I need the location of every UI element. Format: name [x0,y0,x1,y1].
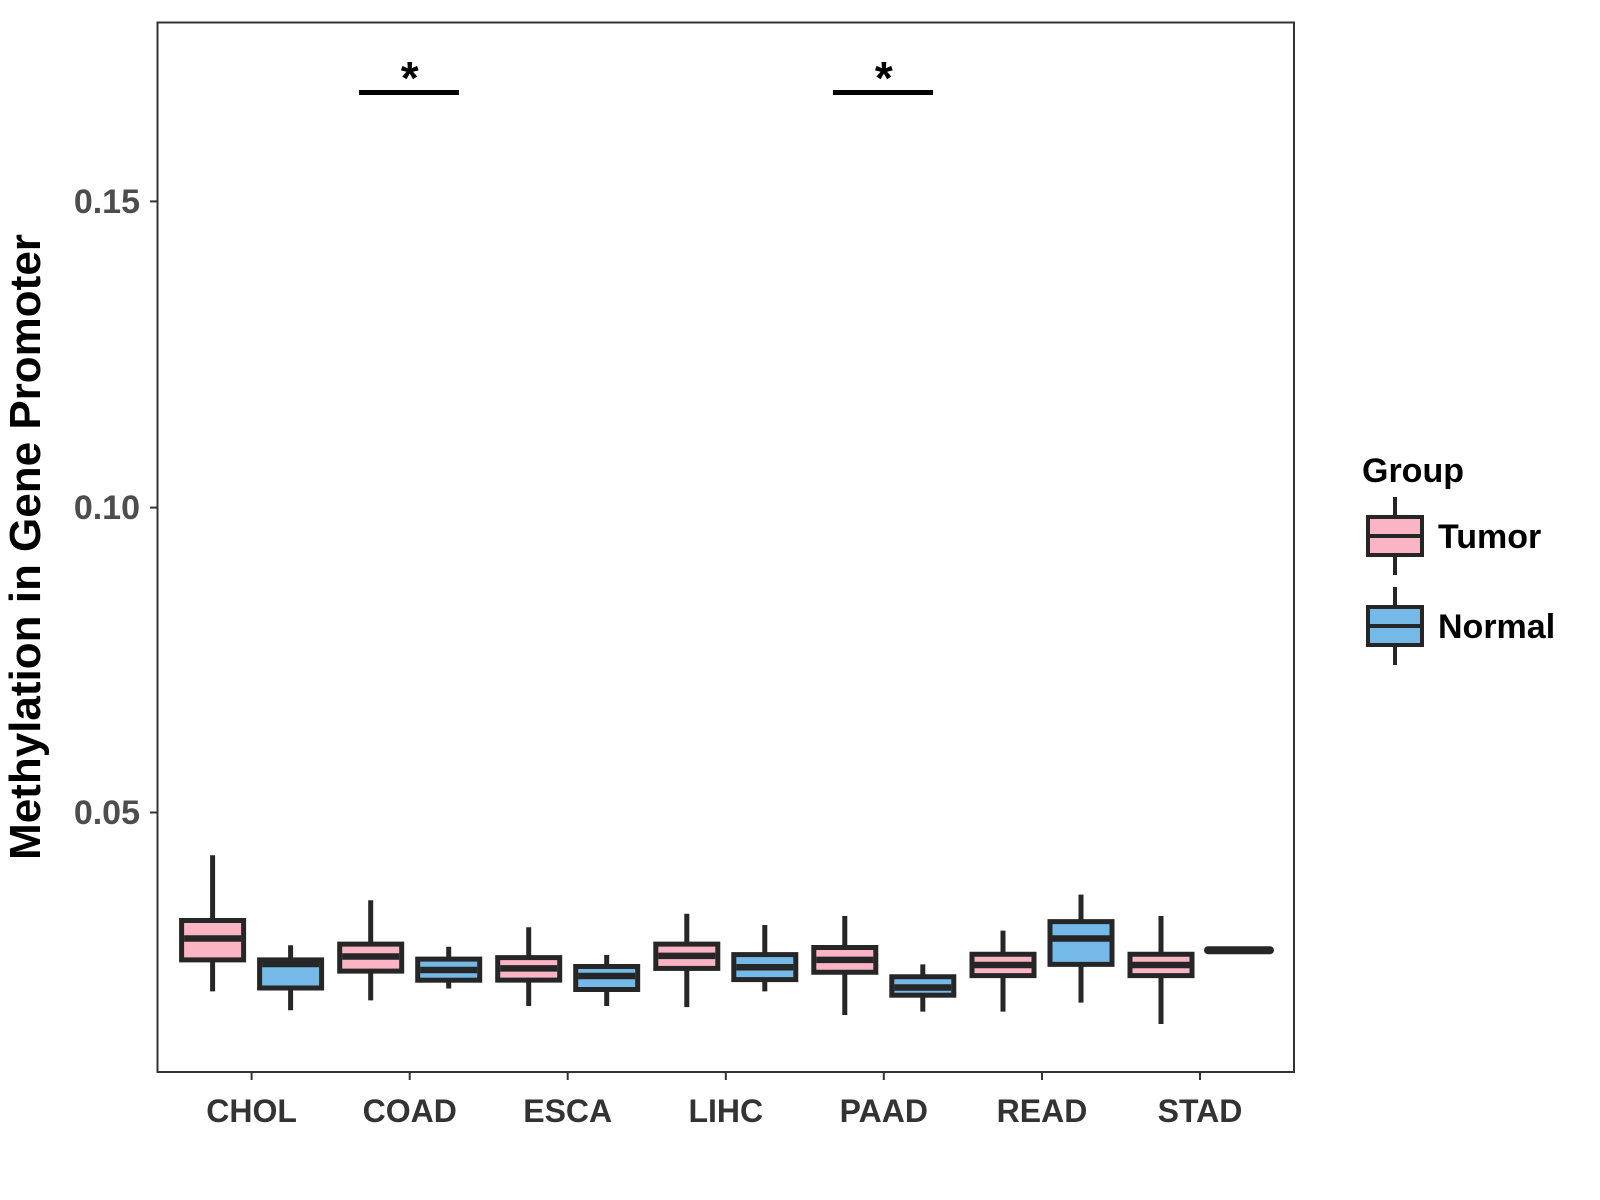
svg-text:READ: READ [997,1093,1088,1129]
svg-text:Tumor: Tumor [1438,518,1541,556]
svg-text:0.10: 0.10 [74,489,140,527]
svg-text:LIHC: LIHC [688,1093,763,1129]
svg-text:Group: Group [1362,452,1464,490]
svg-text:ESCA: ESCA [523,1093,612,1129]
svg-text:COAD: COAD [363,1093,457,1129]
svg-text:Normal: Normal [1438,608,1555,646]
svg-text:0.15: 0.15 [74,183,140,221]
svg-text:PAAD: PAAD [840,1093,928,1129]
svg-text:0.05: 0.05 [74,794,140,832]
svg-text:CHOL: CHOL [206,1093,297,1129]
svg-text:*: * [401,52,419,104]
svg-text:Methylation in Gene Promoter: Methylation in Gene Promoter [1,234,50,860]
svg-text:STAD: STAD [1158,1093,1243,1129]
svg-text:*: * [875,52,893,104]
